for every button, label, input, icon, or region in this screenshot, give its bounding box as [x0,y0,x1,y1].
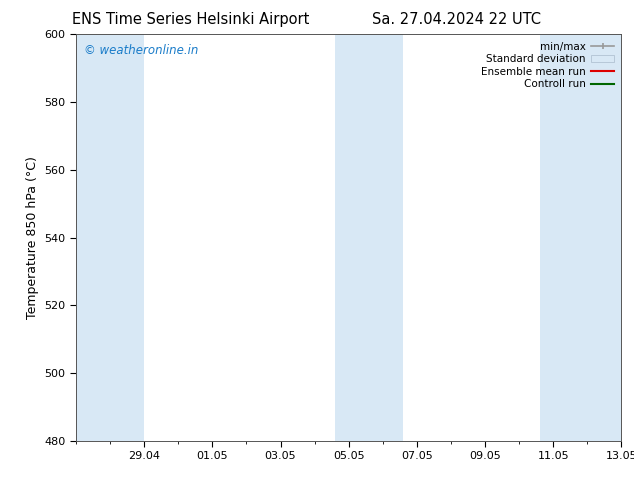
Text: ENS Time Series Helsinki Airport: ENS Time Series Helsinki Airport [72,12,309,27]
Legend: min/max, Standard deviation, Ensemble mean run, Controll run: min/max, Standard deviation, Ensemble me… [479,40,616,92]
Bar [540,34,621,441]
Bar [76,34,138,441]
Text: Sa. 27.04.2024 22 UTC: Sa. 27.04.2024 22 UTC [372,12,541,27]
Bar [138,34,144,441]
Bar [335,34,403,441]
Text: © weatheronline.in: © weatheronline.in [84,45,198,57]
Y-axis label: Temperature 850 hPa (°C): Temperature 850 hPa (°C) [26,156,39,319]
